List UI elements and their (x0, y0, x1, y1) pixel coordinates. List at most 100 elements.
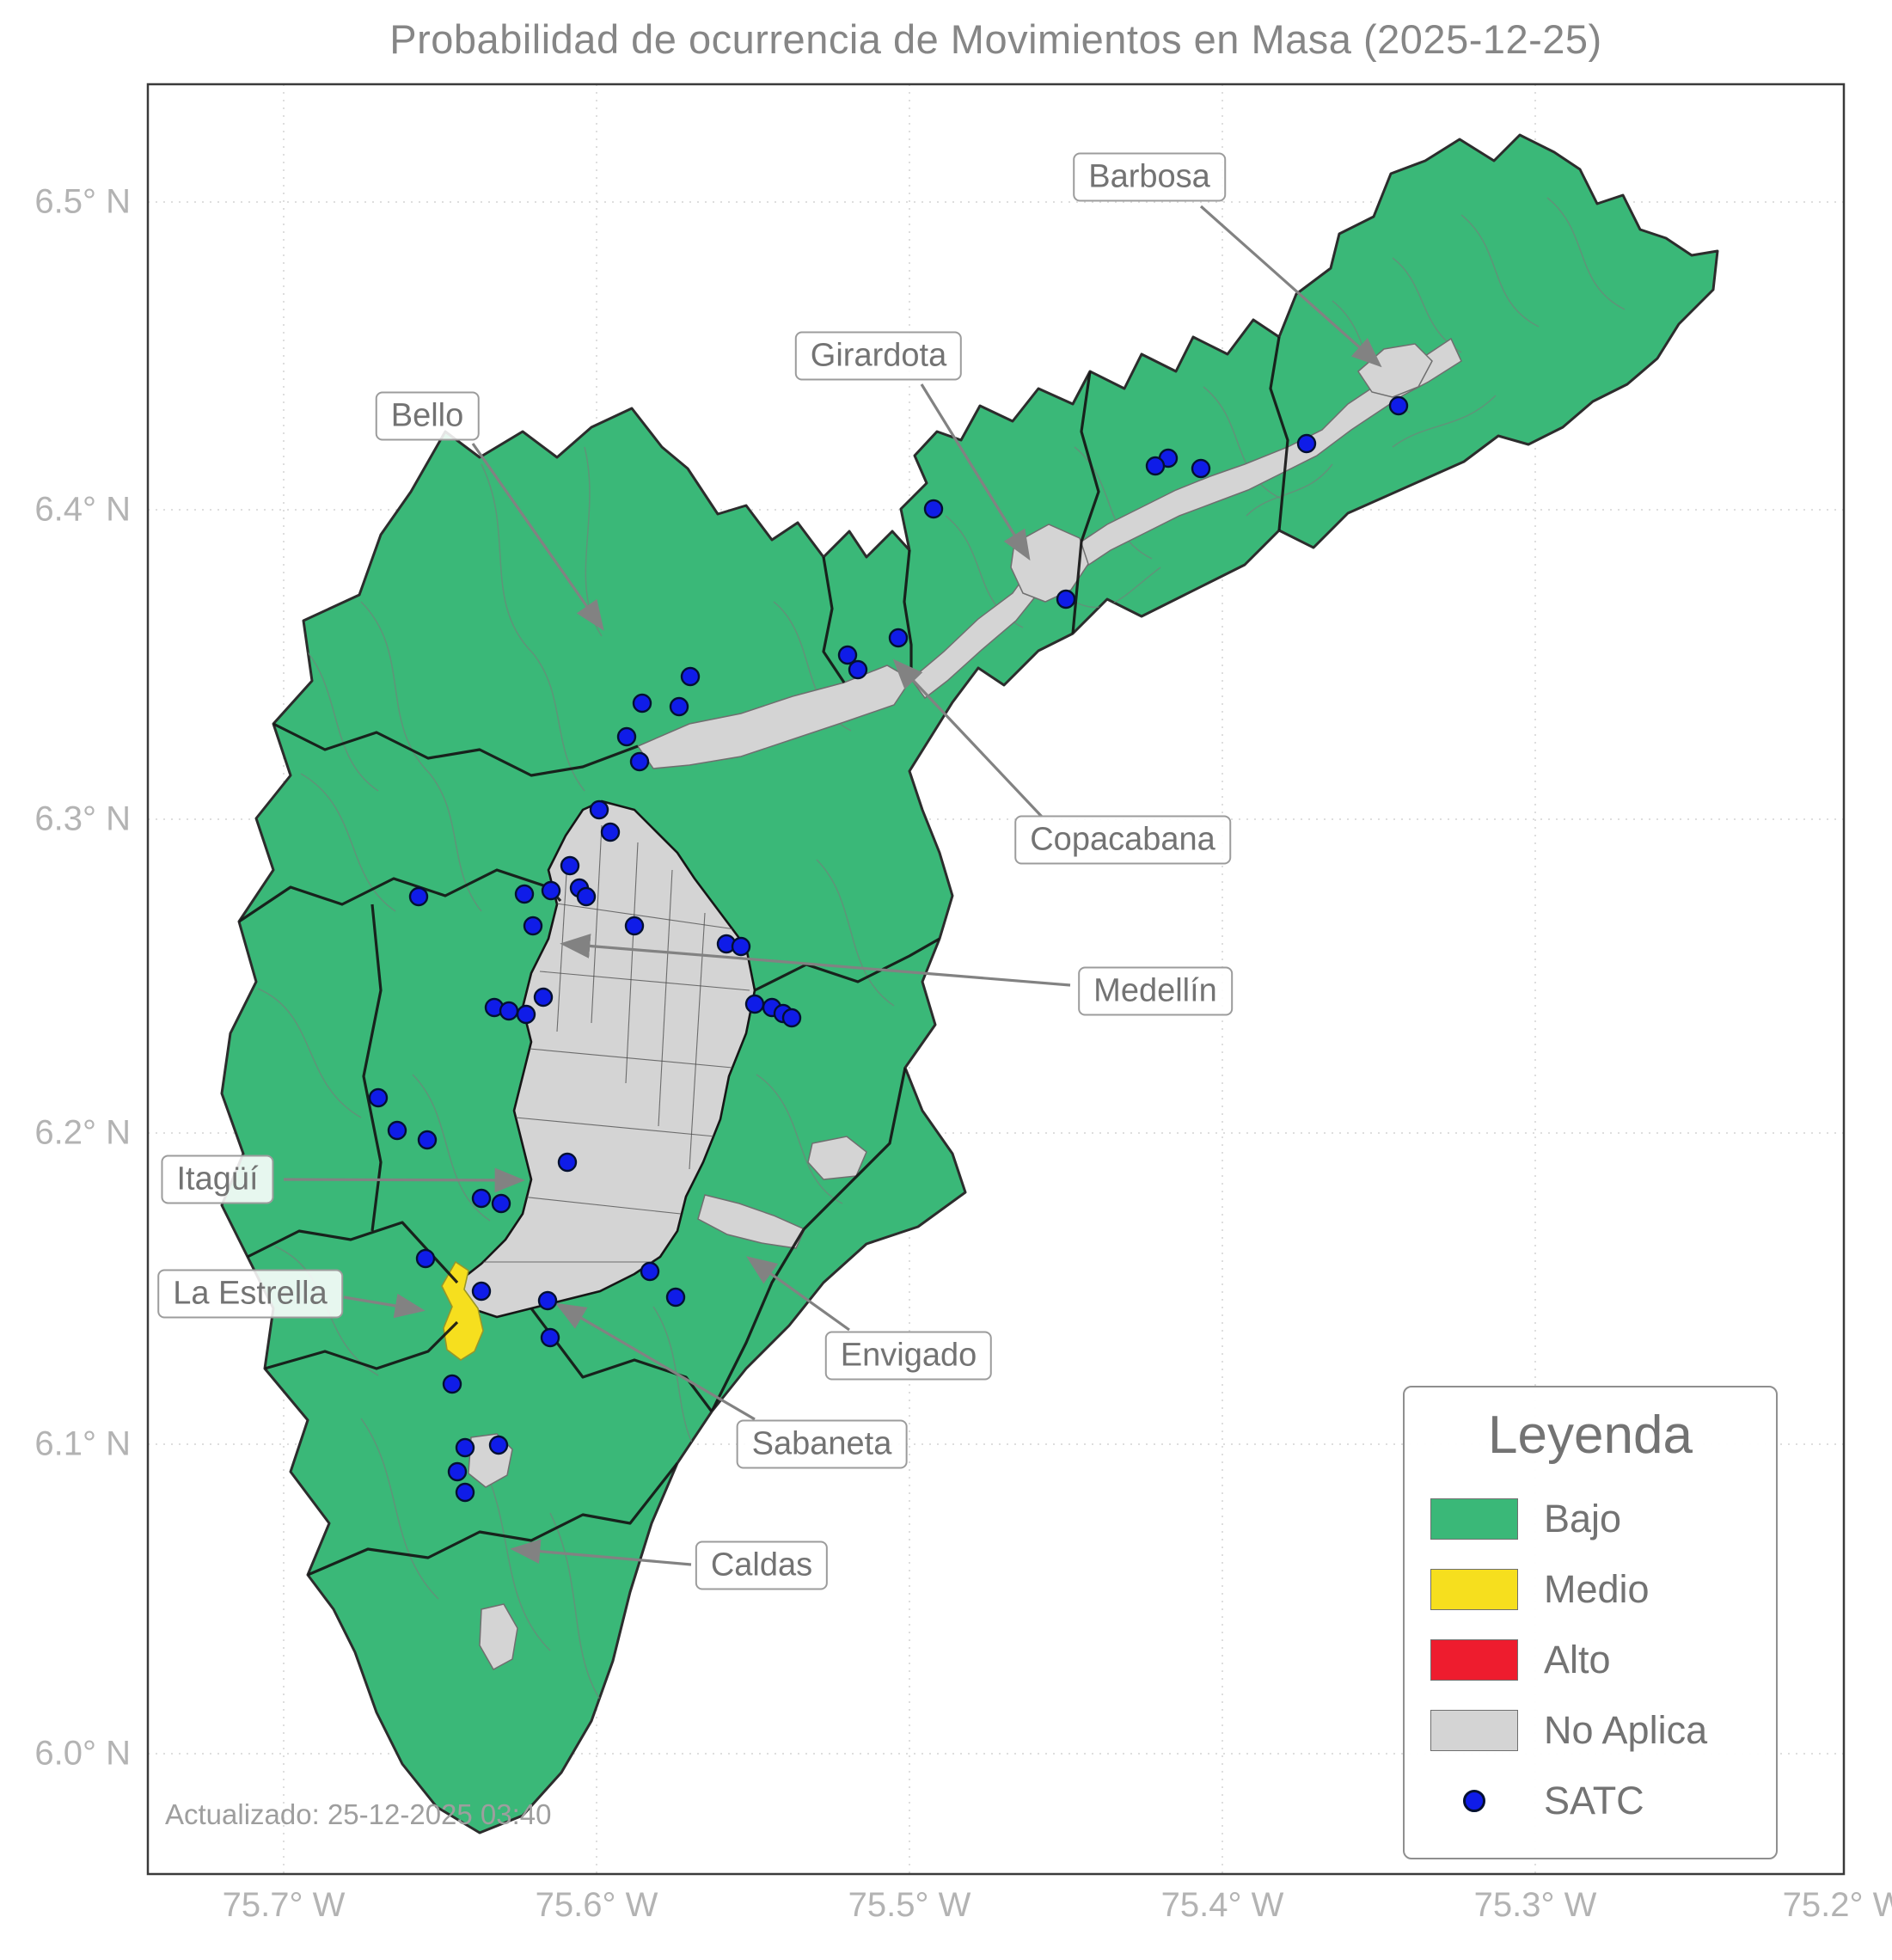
legend-label-satc: SATC (1544, 1779, 1644, 1822)
satc-dot (731, 936, 751, 957)
legend-label-bajo: Bajo (1544, 1497, 1622, 1540)
x-tick-label: 75.5° W (848, 1886, 971, 1924)
satc-dot (680, 666, 701, 687)
satc-dot (514, 884, 535, 904)
satc-dot (837, 645, 858, 665)
satc-dot (1388, 395, 1409, 416)
annotation-arrow-caldas (510, 1539, 692, 1566)
legend-satc-dot-cell (1430, 1790, 1518, 1812)
satc-dot (471, 1281, 492, 1302)
x-tick-label: 75.4° W (1160, 1886, 1284, 1924)
y-tick-label: 6.1° N (34, 1424, 131, 1463)
map-label-la-estrella: La Estrella (157, 1269, 343, 1319)
annotation-arrow-medellin (560, 934, 1071, 987)
urban-bello-strip (636, 665, 913, 769)
legend-item-satc: SATC (1430, 1770, 1750, 1832)
legend-label-medio: Medio (1544, 1567, 1650, 1611)
satc-dot (560, 855, 580, 876)
satc-dot (447, 1461, 468, 1482)
legend-label-alto: Alto (1544, 1638, 1611, 1681)
legend-item-alto: Alto (1430, 1629, 1750, 1691)
satc-dot (387, 1120, 407, 1141)
satc-dot (488, 1435, 509, 1455)
satc-dot (624, 916, 645, 936)
map-label-itagui: Itagüí (161, 1155, 274, 1204)
map-label-caldas: Caldas (695, 1540, 829, 1590)
satc-dot (600, 822, 621, 842)
x-tick-label: 75.7° W (222, 1886, 346, 1924)
legend-item-bajo: Bajo (1430, 1488, 1750, 1550)
y-tick-label: 6.3° N (34, 799, 131, 838)
map-label-medellin: Medellín (1078, 966, 1233, 1016)
updated-timestamp: Actualizado: 25-12-2025 03:40 (165, 1798, 552, 1830)
y-tick-label: 6.0° N (34, 1734, 131, 1773)
map-label-bello: Bello (375, 391, 480, 441)
annotation-arrow-bello (471, 443, 604, 631)
satc-dot (1056, 589, 1076, 609)
legend-swatch-bajo (1430, 1498, 1518, 1540)
annotation-arrows-layer (283, 205, 1382, 1566)
satc-dot (417, 1130, 438, 1150)
map-label-copacabana: Copacabana (1014, 815, 1231, 865)
x-tick-label: 75.6° W (535, 1886, 658, 1924)
legend-label-no-aplica: No Aplica (1544, 1708, 1708, 1752)
satc-dot (499, 1001, 519, 1021)
satc-dot (665, 1287, 686, 1308)
satc-dot (455, 1482, 475, 1503)
map-label-sabaneta: Sabaneta (736, 1419, 908, 1469)
satc-dot (1145, 456, 1166, 476)
satc-dot (557, 1152, 578, 1173)
satc-dot (533, 987, 554, 1008)
satc-dot (629, 751, 650, 772)
satc-dot (537, 1290, 558, 1311)
satc-dot (923, 499, 944, 519)
satc-dot (541, 880, 561, 901)
map-label-envigado: Envigado (824, 1331, 993, 1381)
x-tick-label: 75.2° W (1782, 1886, 1892, 1924)
satc-dot (669, 696, 689, 717)
x-tick-label: 75.3° W (1473, 1886, 1597, 1924)
urban-envigado-branch (697, 1194, 805, 1249)
satc-dot (368, 1087, 389, 1108)
urban-barrio-texture (478, 824, 750, 1263)
no-aplica-areas (308, 337, 1462, 1671)
urban-caldas (479, 1603, 518, 1671)
satc-dot (1296, 433, 1317, 454)
y-tick-label: 6.2° N (34, 1113, 131, 1152)
annotation-arrow-envigado (746, 1256, 850, 1332)
satc-dot (576, 886, 597, 907)
satc-dot (744, 994, 765, 1014)
satc-dot (540, 1327, 560, 1348)
legend-item-medio: Medio (1430, 1559, 1750, 1620)
annotation-arrow-copacabana (892, 658, 1044, 818)
satc-dot (442, 1374, 462, 1394)
satc-dot (415, 1248, 436, 1269)
plot-border (146, 83, 1846, 1876)
annotation-arrow-girardota (920, 383, 1031, 561)
annotation-arrow-itagui (283, 1167, 525, 1193)
satc-dot (455, 1437, 475, 1458)
legend-item-no-aplica: No Aplica (1430, 1700, 1750, 1761)
legend-swatch-alto (1430, 1639, 1518, 1681)
satc-dot (848, 659, 868, 680)
satc-dot (632, 693, 652, 714)
legend-swatch-medio (1430, 1569, 1518, 1610)
satc-dot (781, 1008, 802, 1028)
satc-dot (1191, 458, 1211, 479)
satc-dot (888, 628, 909, 648)
satc-dot (616, 726, 637, 747)
urban-medellin (456, 799, 756, 1319)
medio-area-la-estrella (441, 1260, 484, 1361)
satc-dot (471, 1188, 492, 1209)
map-title: Probabilidad de ocurrencia de Movimiento… (389, 16, 1602, 62)
legend-satc-dot-icon (1463, 1790, 1485, 1812)
map-label-barbosa: Barbosa (1073, 152, 1226, 202)
annotation-arrow-sabaneta (554, 1302, 756, 1421)
annotation-arrow-barbosa (1199, 205, 1382, 368)
legend: Leyenda Bajo Medio Alto No Aplica SATC (1403, 1386, 1778, 1859)
annotation-arrow-la-estrella (343, 1293, 426, 1319)
y-tick-label: 6.4° N (34, 490, 131, 529)
legend-swatch-no-aplica (1430, 1710, 1518, 1751)
satc-dot (640, 1261, 660, 1282)
